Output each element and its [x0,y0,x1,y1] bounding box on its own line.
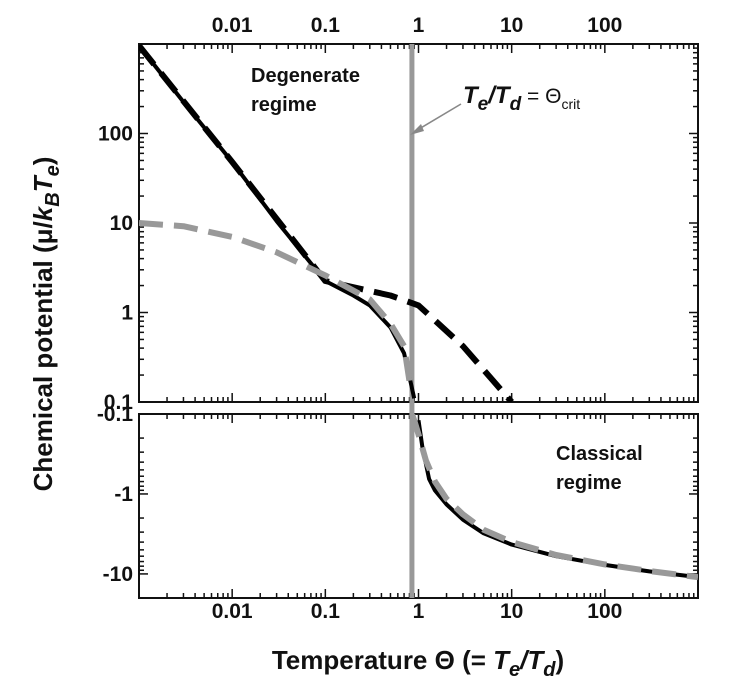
x-tick-label-top: 0.1 [311,14,341,37]
degenerate-label: Degenerate regime [251,65,366,116]
y-title-k-sub: B [42,192,64,206]
tick-labels: 0.01 0.1 1 10 100 0.01 0.1 1 10 100 0.1 1 10 100 -0.1 -… [97,14,623,623]
y-tick-label-bottom: -10 [103,563,133,586]
x-tick-label-bottom: 1 [413,600,425,623]
x-title-num-sub: e [509,659,520,681]
classical-label: Classical regime [556,443,648,494]
x-tick-label-bottom: 0.1 [311,600,341,623]
degenerate-label-line2: regime [251,94,317,116]
x-title-num: T [493,645,511,675]
critical-label-eq: = Θ [521,85,561,108]
critical-label-slash: / [487,82,497,109]
axis-ticks [138,44,698,599]
critical-label-sub: crit [561,96,580,112]
y-title-suffix: ) [28,157,58,166]
critical-label-s2: d [510,94,522,115]
top-panel-frame [138,43,699,403]
y-title-k: k [28,205,58,221]
bottom-panel-frame [138,413,699,599]
y-tick-label-top: 0.1 [104,391,134,414]
y-tick-label-bottom: -0.1 [97,403,134,426]
y-axis-title: Chemical potential (μ/kBTe) [28,157,64,492]
y-tick-label-top: 1 [121,302,133,325]
y-tick-label-top: 100 [98,123,133,146]
critical-label-t1: T [463,82,480,109]
x-axis-title: Temperature Θ (= Te/Td) [272,645,564,681]
y-title-t-sub: e [42,165,64,176]
x-tick-label-top: 0.01 [212,14,253,37]
x-title-prefix: Temperature Θ (= [272,645,493,675]
x-tick-label-top: 100 [587,14,622,37]
critical-label-s1: e [478,94,489,115]
series-2-dashed-bottom-line [409,414,698,581]
top-panel-series [139,44,514,402]
critical-arrow-head [410,124,424,135]
x-tick-label-bottom: 100 [587,600,622,623]
x-title-den-sub: d [543,659,556,681]
y-title-t: T [28,174,58,192]
series-1-dashed-top-line [139,44,514,402]
x-tick-label-top: 1 [413,14,425,37]
x-tick-label-bottom: 0.01 [212,600,253,623]
x-tick-label-top: 10 [500,14,523,37]
series-0-solid-bottom-line [416,420,698,580]
classical-label-line2: regime [556,472,622,494]
x-title-slash: / [519,645,530,675]
critical-label-t2: T [495,82,512,109]
y-tick-label-top: 10 [110,212,133,235]
series-2-dashed-top-line [139,220,413,382]
x-title-suffix: ) [556,645,565,675]
degenerate-label-line1: Degenerate [251,65,360,87]
x-title-den: T [527,645,545,675]
critical-label: Te/Td = Θcrit [463,82,580,115]
y-title-prefix: Chemical potential (μ/ [28,221,58,491]
bottom-panel-series [409,414,698,581]
x-tick-label-bottom: 10 [500,600,523,623]
classical-label-line1: Classical [556,443,643,465]
y-tick-label-bottom: -1 [114,483,133,506]
